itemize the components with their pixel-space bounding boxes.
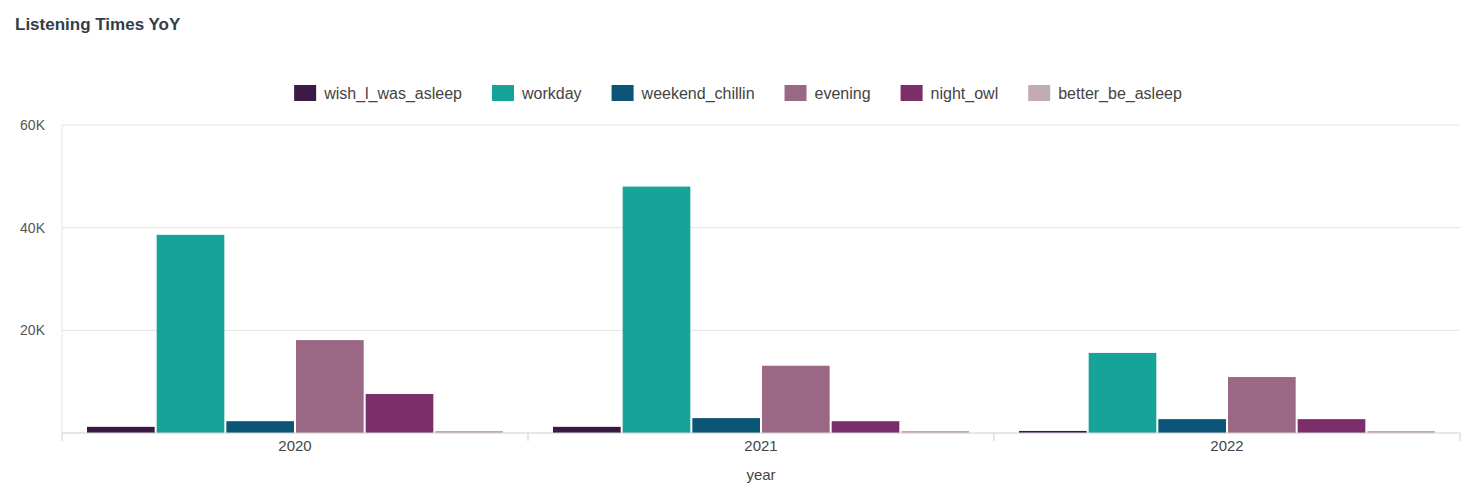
bar (762, 366, 830, 433)
legend-label: weekend_chillin (641, 85, 755, 103)
bar (87, 427, 155, 433)
x-tick-label: 2020 (278, 437, 311, 454)
legend-label: night_owl (931, 85, 999, 103)
legend-label: wish_l_was_asleep (323, 85, 462, 103)
grid-line (62, 125, 1460, 126)
legend-swatch (294, 85, 316, 101)
title: Listening Times YoY (15, 15, 181, 34)
x-axis-line (62, 433, 1460, 434)
bar (692, 418, 760, 433)
bars (87, 187, 1435, 433)
legend-label: evening (815, 85, 871, 102)
chart: Listening Times YoY 20K 40K 60K 2020 2021 2022… (0, 0, 1476, 502)
x-category-divider (1460, 433, 1461, 441)
bar (1228, 377, 1296, 433)
y-tick-label: 20K (20, 322, 46, 338)
x-category-divider (528, 433, 529, 441)
legend-swatch (1028, 85, 1050, 101)
bar (1298, 419, 1366, 433)
grid-line (62, 227, 1460, 228)
bar (553, 427, 621, 433)
bar (1089, 353, 1157, 433)
x-category-divider (994, 433, 995, 441)
legend-swatch (785, 85, 807, 101)
bar (1158, 419, 1226, 433)
x-category-divider (62, 433, 63, 441)
legend-swatch (612, 85, 634, 101)
x-tick-label: 2021 (744, 437, 777, 454)
legend-label: better_be_asleep (1058, 85, 1182, 103)
legend-label: workday (521, 85, 582, 102)
bar (296, 340, 364, 433)
bar (366, 394, 434, 433)
y-axis-line (62, 125, 63, 433)
bar (832, 421, 900, 433)
grid-line (62, 330, 1460, 331)
legend-swatch (492, 85, 514, 101)
bar (157, 235, 225, 433)
legend: wish_l_was_asleep workday weekend_chillin e… (294, 85, 1182, 103)
y-tick-label: 60K (20, 117, 46, 133)
bar (226, 421, 294, 433)
legend-swatch (901, 85, 923, 101)
bar (623, 187, 691, 433)
y-tick-label: 40K (20, 220, 46, 236)
x-axis-label: year (746, 466, 775, 483)
x-tick-label: 2022 (1210, 437, 1243, 454)
